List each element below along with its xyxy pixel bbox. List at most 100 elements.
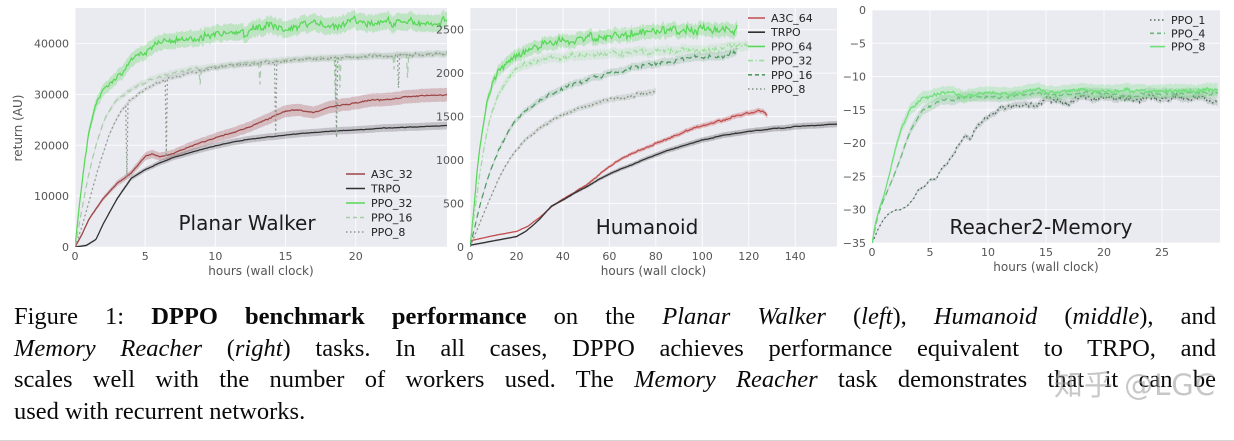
caption-segment: Planar Walker bbox=[662, 303, 826, 330]
caption-segment: middle bbox=[1072, 303, 1140, 330]
y-tick-label: 10000 bbox=[34, 190, 69, 203]
series-line-ppo-64 bbox=[470, 22, 738, 247]
series-line-ppo-1 bbox=[872, 92, 1219, 243]
x-tick-label: 60 bbox=[602, 250, 616, 263]
caption-segment: task demonstrates that it can be bbox=[817, 366, 1216, 393]
y-tick-label: 2500 bbox=[436, 24, 464, 37]
x-tick-label: 120 bbox=[738, 250, 759, 263]
x-tick-label: 5 bbox=[927, 246, 934, 259]
x-tick-label: 15 bbox=[1039, 246, 1053, 259]
figure-caption: Figure 1: DPPO benchmark performance on … bbox=[14, 301, 1216, 427]
y-tick-label: 0 bbox=[62, 241, 69, 254]
caption-line: scales well with the number of workers u… bbox=[14, 364, 1216, 396]
y-tick-label: 30000 bbox=[34, 88, 69, 101]
series-line-trpo bbox=[75, 124, 447, 247]
legend-label-ppo-8: PPO_8 bbox=[371, 226, 405, 239]
legend-label-a3c-32: A3C_32 bbox=[371, 168, 413, 181]
y-tick-label: 500 bbox=[443, 198, 464, 211]
x-tick-label: 0 bbox=[72, 250, 79, 263]
x-tick-label: 100 bbox=[692, 250, 713, 263]
y-tick-label: 0 bbox=[859, 4, 866, 17]
series-line-a3c-32 bbox=[75, 93, 447, 247]
caption-segment: left bbox=[861, 303, 893, 330]
x-axis-label: hours (wall clock) bbox=[208, 264, 313, 278]
caption-segment: Memory Reacher bbox=[634, 366, 818, 393]
caption-segment: DPPO benchmark performance bbox=[151, 303, 527, 330]
y-tick-label: −10 bbox=[843, 71, 866, 84]
legend-label-ppo-16: PPO_16 bbox=[771, 69, 812, 82]
caption-segment: scales well with the number of workers u… bbox=[14, 366, 635, 393]
caption-line: Memory Reacher (right) tasks. In all cas… bbox=[14, 333, 1216, 365]
series-line-ppo-4 bbox=[872, 89, 1219, 243]
y-tick-label: 0 bbox=[457, 241, 464, 254]
x-tick-label: 20 bbox=[349, 250, 363, 263]
legend-label-ppo-32: PPO_32 bbox=[371, 197, 412, 210]
caption-segment: on the bbox=[526, 303, 663, 330]
y-tick-label: −25 bbox=[843, 170, 866, 183]
caption-segment: ( bbox=[201, 334, 235, 362]
caption-segment: ( bbox=[1037, 303, 1073, 330]
x-tick-label: 80 bbox=[649, 250, 663, 263]
series-line-trpo bbox=[470, 123, 837, 246]
series-line-ppo-8 bbox=[872, 86, 1219, 243]
x-tick-label: 20 bbox=[1097, 246, 1111, 259]
series-line-ppo-32 bbox=[75, 15, 447, 247]
caption-segment: ( bbox=[825, 303, 862, 330]
caption-segment: Memory Reacher bbox=[14, 334, 202, 362]
plot-background bbox=[470, 8, 837, 247]
caption-segment: ), and bbox=[1139, 303, 1216, 330]
caption-segment: used with recurrent networks. bbox=[14, 397, 306, 425]
x-tick-label: 40 bbox=[556, 250, 570, 263]
chart-title: Humanoid bbox=[596, 215, 699, 239]
y-axis-label: return (AU) bbox=[11, 95, 25, 162]
series-line-a3c-64 bbox=[470, 109, 768, 242]
y-tick-label: 1500 bbox=[436, 111, 464, 124]
x-tick-label: 5 bbox=[142, 250, 149, 263]
x-axis-label: hours (wall clock) bbox=[993, 260, 1098, 274]
series-band-a3c-32 bbox=[75, 87, 447, 247]
chart-title: Reacher2-Memory bbox=[949, 215, 1132, 239]
y-tick-label: −5 bbox=[850, 37, 866, 50]
y-tick-label: −30 bbox=[843, 204, 866, 217]
series-line-ppo-16 bbox=[470, 47, 738, 247]
series-line-ppo-8 bbox=[470, 89, 656, 247]
legend-label-ppo-8: PPO_8 bbox=[1171, 41, 1205, 54]
legend-label-ppo-16: PPO_16 bbox=[371, 212, 412, 225]
legend-label-ppo-32: PPO_32 bbox=[771, 55, 812, 68]
legend-label-trpo: TRPO bbox=[370, 183, 401, 196]
series-line-ppo-32 bbox=[470, 42, 750, 247]
x-tick-label: 25 bbox=[1155, 246, 1169, 259]
x-tick-label: 0 bbox=[467, 250, 474, 263]
caption-line: used with recurrent networks. bbox=[14, 396, 1216, 428]
y-tick-label: 2000 bbox=[436, 67, 464, 80]
caption-segment: Figure 1: bbox=[14, 303, 152, 330]
x-tick-label: 140 bbox=[785, 250, 806, 263]
caption-segment: Humanoid bbox=[933, 303, 1038, 330]
y-tick-label: 40000 bbox=[34, 38, 69, 51]
legend-label-ppo-4: PPO_4 bbox=[1171, 27, 1205, 40]
series-line-ppo-8 bbox=[75, 51, 447, 247]
caption-segment: ) tasks. In all cases, DPPO achieves per… bbox=[282, 334, 1216, 362]
legend-label-a3c-64: A3C_64 bbox=[771, 12, 813, 25]
legend-label-ppo-8: PPO_8 bbox=[771, 83, 805, 96]
legend-label-ppo-1: PPO_1 bbox=[1171, 14, 1205, 27]
caption-segment: right bbox=[234, 334, 283, 362]
chart-title: Planar Walker bbox=[178, 211, 316, 235]
chart-reacher2-memory: 0 5 10 15 20 25 0 −5 −10 −15 −20 −25 −30 −35 hours (wa… bbox=[843, 4, 1220, 274]
x-axis-label: hours (wall clock) bbox=[601, 264, 706, 278]
caption-segment: ), bbox=[892, 303, 934, 330]
x-tick-label: 10 bbox=[981, 246, 995, 259]
x-tick-label: 20 bbox=[509, 250, 523, 263]
y-tick-label: 1000 bbox=[436, 154, 464, 167]
legend-label-ppo-64: PPO_64 bbox=[771, 40, 812, 53]
x-tick-label: 10 bbox=[208, 250, 222, 263]
caption-line: Figure 1: DPPO benchmark performance on … bbox=[14, 301, 1216, 333]
chart-planar-walker: 0 5 10 15 20 0 10000 20000 30000 40000 hours (wall… bbox=[11, 8, 447, 278]
y-tick-label: −20 bbox=[843, 137, 866, 150]
y-tick-label: 20000 bbox=[34, 139, 69, 152]
